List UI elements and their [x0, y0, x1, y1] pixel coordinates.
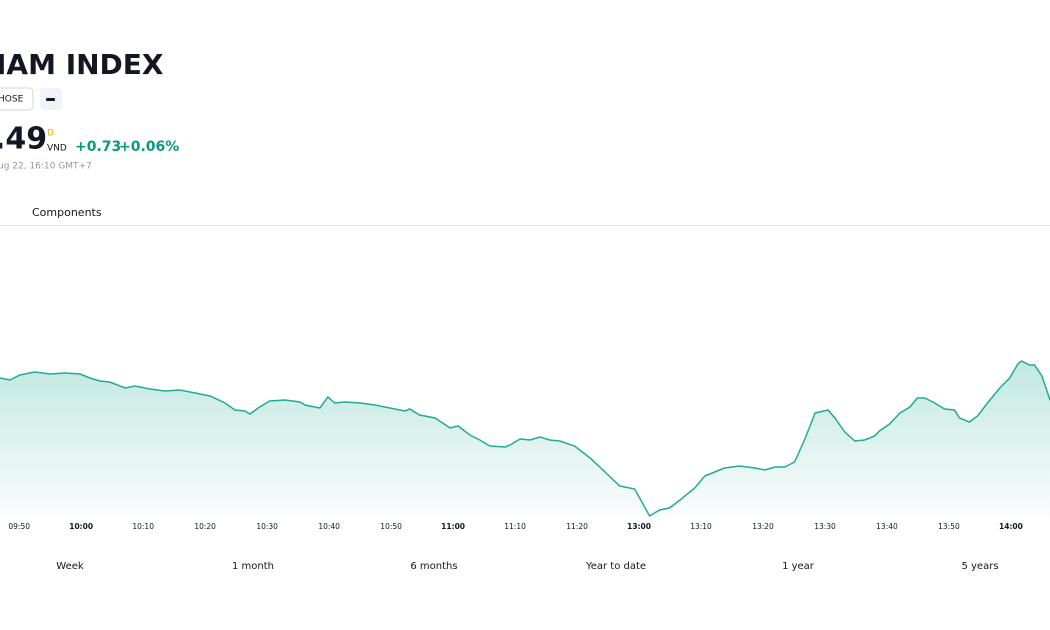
- x-tick-label: 13:10: [690, 522, 712, 531]
- timestamp: ug 22, 16:10 GMT+7: [0, 162, 92, 172]
- x-tick-label: 11:20: [566, 522, 588, 531]
- x-tick-label: 11:10: [504, 522, 526, 531]
- exchange-badge[interactable]: [0, 87, 34, 111]
- x-tick-label: 13:30: [814, 522, 836, 531]
- chart: 09:50 10:00 10:10 10:20 10:30 10:40 10:50 11:00…: [0, 360, 1050, 531]
- x-tick-label: 10:20: [194, 522, 216, 531]
- x-tick-label: 10:50: [380, 522, 402, 531]
- price: .49: [0, 122, 47, 157]
- x-tick-label: 13:50: [938, 522, 960, 531]
- x-tick-label: 10:40: [318, 522, 340, 531]
- x-tick-label: 09:50: [8, 522, 30, 531]
- minus-icon: [46, 98, 55, 101]
- currency: VND: [47, 144, 67, 154]
- title: IAM INDEX: [0, 48, 164, 81]
- x-tick-label: 11:00: [441, 522, 465, 531]
- period-button[interactable]: 1 year: [782, 561, 815, 572]
- period-button[interactable]: 6 months: [410, 561, 457, 572]
- period-button[interactable]: 5 years: [961, 561, 998, 572]
- x-tick-label: 13:00: [627, 522, 651, 531]
- x-tick-label: 10:00: [69, 522, 93, 531]
- change: +0.73: [75, 139, 121, 155]
- currency-mark: D: [47, 129, 54, 139]
- x-tick-label: 13:20: [752, 522, 774, 531]
- area: [0, 361, 1050, 517]
- period-button[interactable]: Week: [56, 561, 84, 572]
- x-tick-label: 13:40: [876, 522, 898, 531]
- period-button[interactable]: 1 month: [232, 561, 274, 572]
- exchange[interactable]: HOSE: [0, 95, 24, 105]
- x-tick-label: 10:10: [132, 522, 154, 531]
- change-percent: +0.06%: [119, 139, 179, 155]
- tab[interactable]: Components: [32, 206, 102, 219]
- period-bar: Week 1 month 6 months Year to date 1 year 5 y…: [56, 561, 998, 572]
- x-tick-label: 10:30: [256, 522, 278, 531]
- x-tick-label: 14:00: [999, 522, 1023, 531]
- line: [0, 360, 1050, 518]
- period-button[interactable]: Year to date: [585, 561, 646, 572]
